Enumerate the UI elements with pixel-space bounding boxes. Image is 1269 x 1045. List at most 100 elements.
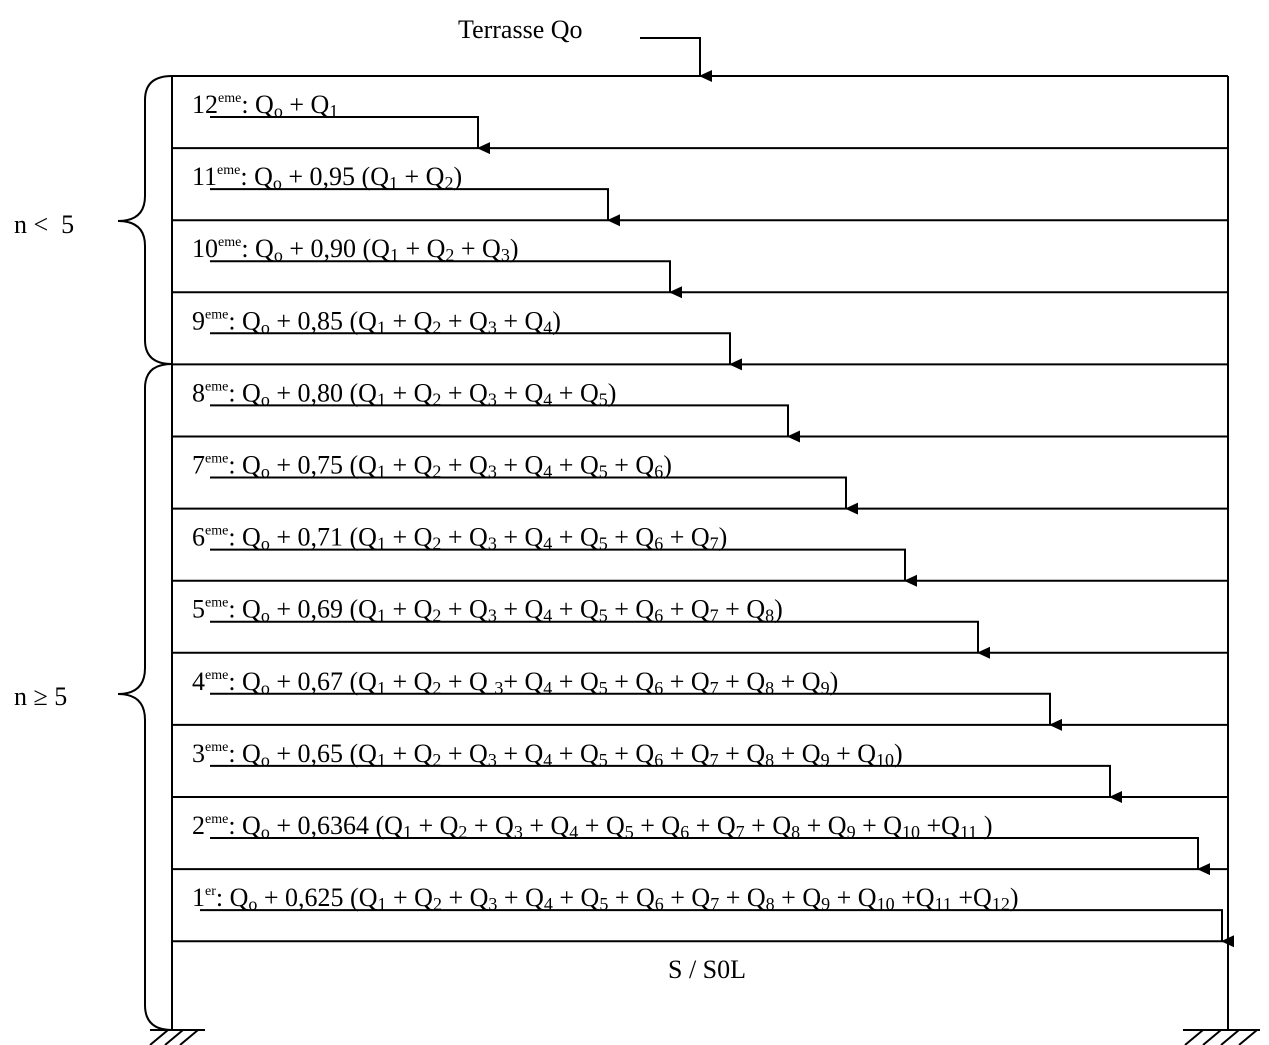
terrasse-arrow (640, 37, 712, 82)
formula-text: + Q (608, 451, 655, 480)
formula-text: + Q (497, 523, 544, 552)
subscript: 8 (766, 894, 775, 914)
subscript: 6 (654, 534, 663, 554)
formula-text: + Q (386, 667, 433, 696)
subscript: o (274, 245, 283, 265)
formula-text: : Q (216, 883, 249, 912)
ordinal-suffix: eme (205, 379, 228, 394)
ordinal-suffix: eme (205, 812, 228, 827)
left-support-hatch (149, 1029, 205, 1045)
load-arrow (210, 260, 682, 299)
formula-text: + 0,71 (Q (270, 523, 377, 552)
formula-text: ) (830, 667, 839, 696)
formula-text: + Q (497, 306, 544, 335)
subscript: 5 (599, 678, 608, 698)
floor-row: 5eme: Qo + 0,69 (Q1 + Q2 + Q3 + Q4 + Q5 … (172, 595, 1228, 659)
floor-formula: 5eme: Qo + 0,69 (Q1 + Q2 + Q3 + Q4 + Q5 … (192, 595, 783, 626)
formula-text: + 0,95 (Q (282, 162, 389, 191)
ordinal-suffix: eme (205, 596, 228, 611)
formula-text: + 0,6364 (Q (270, 811, 403, 840)
subscript: 5 (599, 462, 608, 482)
right-support-hatch (1183, 1029, 1260, 1045)
formula-text: + Q (774, 667, 821, 696)
formula-text: + Q (398, 162, 445, 191)
formula-text: + Q (552, 378, 599, 407)
floor-row: 7eme: Qo + 0,75 (Q1 + Q2 + Q3 + Q4 + Q5 … (172, 451, 1228, 515)
floor-number: 10 (192, 234, 218, 263)
load-arrow (210, 332, 742, 371)
formula-text: + Q (441, 739, 488, 768)
formula-text: : Q (228, 378, 261, 407)
formula-text: + Q (399, 234, 446, 263)
formula-text: + 0,69 (Q (270, 595, 377, 624)
subscript: 1 (377, 534, 386, 554)
formula-text: ) (977, 811, 992, 840)
formula-text: + Q (454, 234, 501, 263)
ordinal-suffix: eme (205, 740, 228, 755)
top-label: Terrasse Qo (458, 15, 583, 44)
formula-text: + Q (856, 811, 903, 840)
subscript: o (261, 822, 270, 842)
formula-text: + Q (441, 306, 488, 335)
subscript: 5 (625, 822, 634, 842)
subscript: 4 (543, 678, 552, 698)
formula-text: +Q (920, 811, 960, 840)
subscript: 2 (432, 534, 441, 554)
formula-text: + Q (441, 523, 488, 552)
subscript: 6 (680, 822, 689, 842)
formula-text: + Q (283, 90, 330, 119)
subscript: 1 (378, 894, 387, 914)
formula-text: + 0,625 (Q (257, 883, 377, 912)
subscript: 6 (654, 606, 663, 626)
formula-text: + Q (442, 883, 489, 912)
formula-text: + 0,80 (Q (270, 378, 377, 407)
formula-text: + Q (412, 811, 459, 840)
floor-row: 12eme: Qo + Q1 (172, 90, 1228, 155)
upper-brace-label: n < 5 (14, 210, 74, 239)
floor-row: 4eme: Qo + 0,67 (Q1 + Q2 + Q 3+ Q4 + Q5 … (172, 667, 1228, 731)
formula-text: : Q (240, 162, 273, 191)
subscript: 2 (432, 389, 441, 409)
subscript: 1 (377, 462, 386, 482)
floor-number: 7 (192, 451, 205, 480)
formula-text: + Q (497, 378, 544, 407)
subscript: 3 (488, 389, 497, 409)
formula-text: + Q (386, 451, 433, 480)
formula-text: + Q (608, 883, 655, 912)
floor-number: 4 (192, 667, 205, 696)
formula-text: + Q (497, 595, 544, 624)
formula-text: + Q (663, 667, 710, 696)
formula-text: + 0,65 (Q (270, 739, 377, 768)
floor-number: 8 (192, 378, 205, 407)
subscript: 7 (710, 894, 719, 914)
formula-text: + Q (745, 811, 792, 840)
formula-text: + Q (386, 523, 433, 552)
formula-text: + Q (497, 739, 544, 768)
floor-row: 2eme: Qo + 0,6364 (Q1 + Q2 + Q3 + Q4 + Q… (172, 811, 1228, 876)
upper-brace (117, 75, 173, 365)
formula-text: + Q (441, 667, 494, 696)
subscript: 6 (655, 894, 664, 914)
load-arrow (210, 764, 1122, 803)
floor-number: 12 (192, 90, 218, 119)
subscript: 5 (599, 534, 608, 554)
floor-row: 1er: Qo + 0,625 (Q1 + Q2 + Q3 + Q4 + Q5 … (172, 883, 1234, 948)
subscript: 5 (599, 606, 608, 626)
subscript: 6 (654, 750, 663, 770)
subscript: 4 (544, 894, 553, 914)
ordinal-suffix: eme (217, 163, 240, 178)
formula-text: + Q (608, 667, 655, 696)
load-arrow (210, 620, 990, 659)
subscript: 1 (390, 245, 399, 265)
formula-text: + Q (719, 883, 766, 912)
formula-text: + Q (441, 378, 488, 407)
floor-number: 5 (192, 595, 205, 624)
formula-text: + Q (663, 595, 710, 624)
subscript: 2 (432, 317, 441, 337)
subscript: 9 (821, 894, 830, 914)
formula-text: + 0,90 (Q (283, 234, 390, 263)
formula-text: + Q (441, 451, 488, 480)
lower-brace-label: n ≥ 5 (14, 682, 67, 711)
subscript: 8 (765, 606, 774, 626)
